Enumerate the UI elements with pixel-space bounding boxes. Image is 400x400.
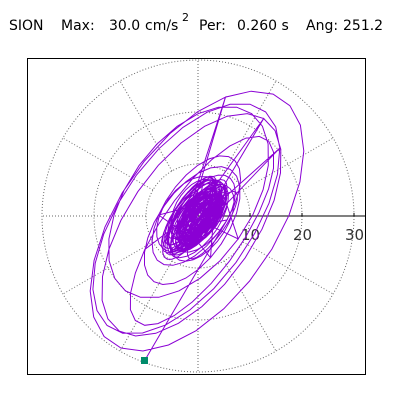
station-name: SION [9,18,44,34]
period-label: Per: [199,18,226,34]
tick-label-30: 30 [345,226,364,244]
max-value: 30.0 [109,18,141,34]
period-value: 0.260 s [237,18,289,34]
grid-spoke [119,80,173,172]
angle-label: Ang: [306,18,339,34]
max-label: Max: [61,18,95,34]
grid-spoke [62,137,154,191]
tick-label-10: 10 [241,226,260,244]
tick-label-20: 20 [293,226,312,244]
angle-value: 251.2 [343,18,384,34]
max-unit-exponent: 2 [182,11,189,24]
grid-spoke [223,80,277,172]
trace-end-marker [141,357,148,364]
grid-spoke [223,260,277,352]
grid-spoke [242,241,334,295]
trace-path [89,90,305,361]
grid-spoke [119,260,173,352]
max-unit: cm/s [145,18,179,34]
grid-spoke [62,241,154,295]
grid-spoke [242,137,334,191]
particle-motion-trace [89,90,305,361]
header-bar: SION Max: 30.0 cm/s 2 Per: 0.260 s Ang: … [0,0,400,40]
